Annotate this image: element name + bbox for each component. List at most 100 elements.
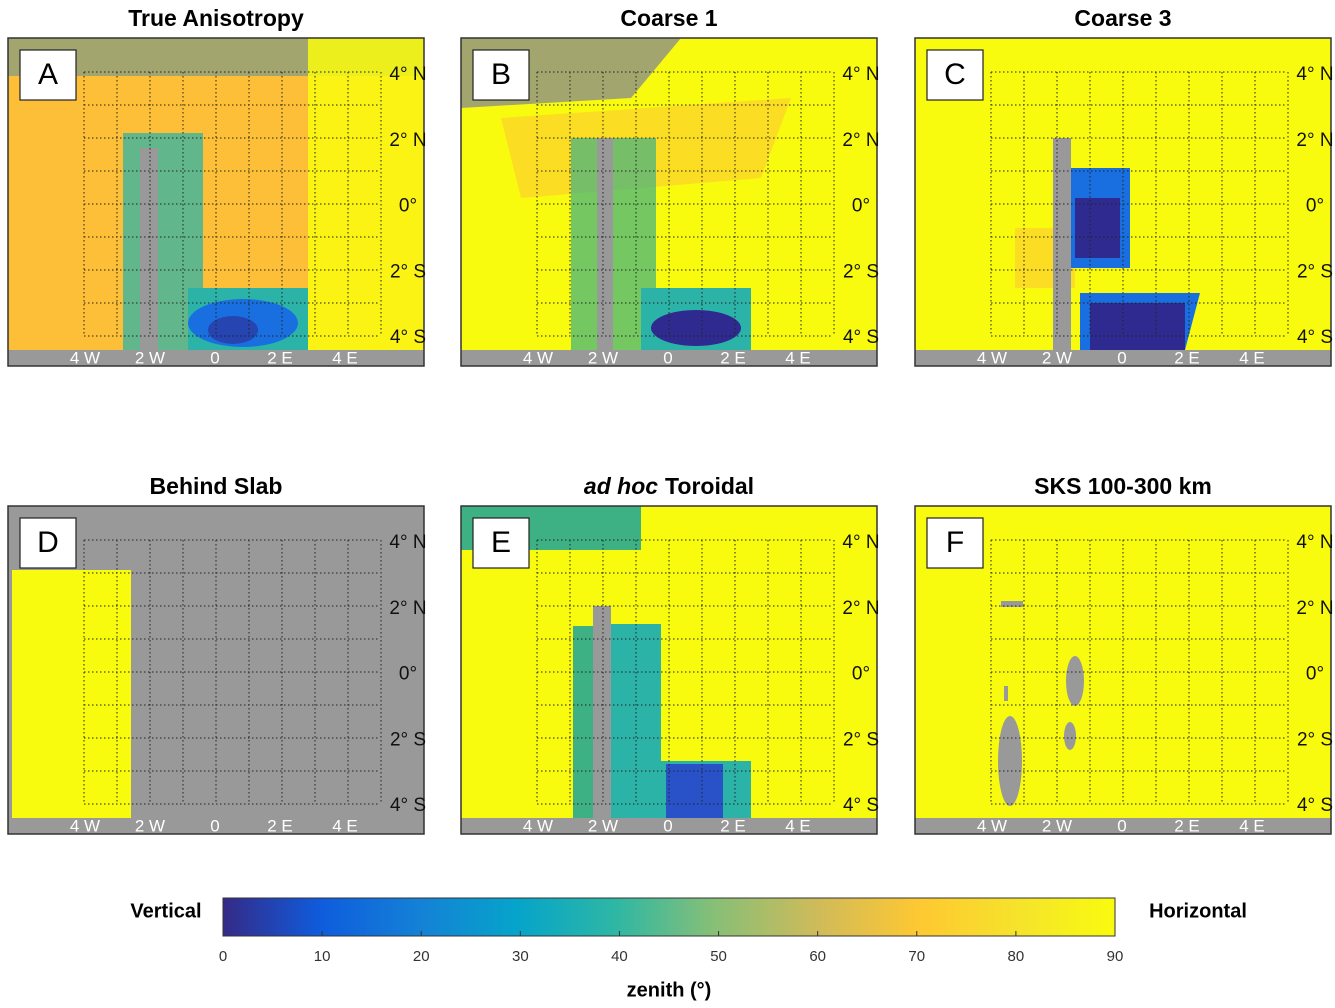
lon-label: 4 E bbox=[785, 816, 811, 835]
lat-label: 4° S bbox=[390, 795, 426, 816]
lat-label: 2° N bbox=[389, 130, 426, 151]
map-region bbox=[1075, 198, 1120, 258]
lon-label: 4 E bbox=[332, 348, 358, 367]
panel-letter: E bbox=[491, 526, 511, 559]
map-region bbox=[1001, 601, 1023, 607]
lon-label: 0 bbox=[210, 348, 219, 367]
lon-label: 2 E bbox=[267, 348, 293, 367]
colorbar-tick-label: 40 bbox=[611, 948, 628, 965]
lon-label: 2 E bbox=[267, 816, 293, 835]
colorbar-tick-label: 60 bbox=[809, 948, 826, 965]
panel-frame bbox=[7, 37, 425, 367]
map-region bbox=[1066, 656, 1084, 706]
map-bottom-strip bbox=[8, 350, 424, 366]
panel-letter: B bbox=[491, 58, 511, 91]
map-region bbox=[208, 316, 258, 344]
panel-title: True Anisotropy bbox=[128, 5, 304, 31]
lon-label: 2 E bbox=[720, 348, 746, 367]
lat-label: 0° bbox=[399, 664, 417, 685]
map-region bbox=[651, 310, 741, 346]
panel-title: Behind Slab bbox=[150, 473, 283, 499]
lon-label: 2 W bbox=[135, 816, 165, 835]
panel: F 4° N 2° N 0° 2° S 4° S 4 W 2 W 0 2 E 4 E bbox=[914, 505, 1334, 835]
lon-label: 4 E bbox=[332, 816, 358, 835]
colorbar bbox=[222, 897, 1116, 937]
lat-label: 2° N bbox=[1296, 598, 1333, 619]
map-bottom-strip bbox=[461, 350, 877, 366]
panel-letter: D bbox=[37, 526, 59, 559]
lon-label: 2 W bbox=[135, 348, 165, 367]
colorbar-label: zenith (°) bbox=[627, 979, 712, 1001]
map-bottom-strip bbox=[915, 350, 1331, 366]
panel-title: ad hoc Toroidal bbox=[584, 473, 754, 499]
lat-label: 2° S bbox=[1297, 261, 1333, 282]
letter-box bbox=[19, 49, 77, 101]
panel: A 4° N 2° N 0° 2° S 4° S 4 W 2 W 0 2 E 4 E bbox=[7, 37, 427, 367]
letter-box bbox=[926, 517, 984, 569]
map-field bbox=[915, 506, 1331, 834]
lon-label: 0 bbox=[1117, 348, 1126, 367]
lat-label: 2° S bbox=[390, 261, 426, 282]
panel: E 4° N 2° N 0° 2° S 4° S 4 W 2 W 0 2 E 4 E bbox=[460, 505, 880, 835]
map-bottom-strip bbox=[8, 818, 424, 834]
lon-label: 0 bbox=[1117, 816, 1126, 835]
lon-label: 2 W bbox=[588, 348, 618, 367]
colorbar-right-label: Horizontal bbox=[1149, 900, 1247, 922]
lat-label: 2° S bbox=[1297, 729, 1333, 750]
map-region bbox=[597, 138, 613, 350]
lat-label: 4° N bbox=[1296, 64, 1333, 85]
panel-title-text: Toroidal bbox=[665, 473, 754, 499]
panel-title-italic: ad hoc bbox=[584, 473, 658, 499]
lon-label: 4 W bbox=[977, 816, 1007, 835]
lon-label: 0 bbox=[210, 816, 219, 835]
lon-label: 4 W bbox=[523, 816, 553, 835]
lat-label: 4° N bbox=[389, 532, 426, 553]
letter-box bbox=[472, 49, 530, 101]
lat-label: 0° bbox=[399, 196, 417, 217]
panel-letter: F bbox=[946, 526, 964, 559]
colorbar-tick-label: 90 bbox=[1107, 948, 1124, 965]
letter-box bbox=[472, 517, 530, 569]
panel-title: SKS 100-300 km bbox=[1034, 473, 1212, 499]
panel-frame bbox=[7, 505, 425, 835]
lat-label: 4° S bbox=[390, 327, 426, 348]
map-region bbox=[666, 764, 723, 818]
lon-label: 2 E bbox=[720, 816, 746, 835]
map-region bbox=[140, 148, 158, 350]
lat-label: 4° S bbox=[843, 795, 879, 816]
lat-label: 2° N bbox=[842, 130, 879, 151]
lat-label: 2° S bbox=[843, 729, 879, 750]
panel-letter: C bbox=[944, 58, 966, 91]
panel: C 4° N 2° N 0° 2° S 4° S 4 W 2 W 0 2 E 4 E bbox=[914, 37, 1334, 367]
lon-label: 4 W bbox=[977, 348, 1007, 367]
lat-label: 4° S bbox=[1297, 795, 1333, 816]
letter-box bbox=[926, 49, 984, 101]
panel-title: Coarse 1 bbox=[620, 5, 717, 31]
panel-title: Coarse 3 bbox=[1074, 5, 1171, 31]
map-region bbox=[1004, 686, 1008, 701]
lat-label: 2° N bbox=[1296, 130, 1333, 151]
map-region bbox=[12, 570, 131, 818]
lat-label: 4° N bbox=[842, 64, 879, 85]
map-region bbox=[573, 626, 595, 818]
lon-label: 2 W bbox=[588, 816, 618, 835]
lat-label: 0° bbox=[1306, 196, 1324, 217]
panel: B 4° N 2° N 0° 2° S 4° S 4 W 2 W 0 2 E 4 E bbox=[460, 37, 880, 367]
lon-label: 4 W bbox=[523, 348, 553, 367]
map-region bbox=[998, 716, 1022, 806]
lon-label: 2 W bbox=[1042, 816, 1072, 835]
colorbar-left-label: Vertical bbox=[130, 900, 201, 922]
lon-label: 2 E bbox=[1174, 348, 1200, 367]
map-region bbox=[308, 38, 424, 366]
lon-label: 0 bbox=[663, 816, 672, 835]
panel: D 4° N 2° N 0° 2° S 4° S 4 W 2 W 0 2 E 4 E bbox=[7, 505, 427, 835]
lat-label: 0° bbox=[1306, 664, 1324, 685]
colorbar-tick-label: 0 bbox=[219, 948, 227, 965]
panel-frame bbox=[914, 505, 1332, 835]
colorbar-tick-label: 70 bbox=[908, 948, 925, 965]
lat-label: 2° N bbox=[389, 598, 426, 619]
lon-label: 4 E bbox=[1239, 816, 1265, 835]
lon-label: 2 E bbox=[1174, 816, 1200, 835]
lat-label: 4° N bbox=[389, 64, 426, 85]
